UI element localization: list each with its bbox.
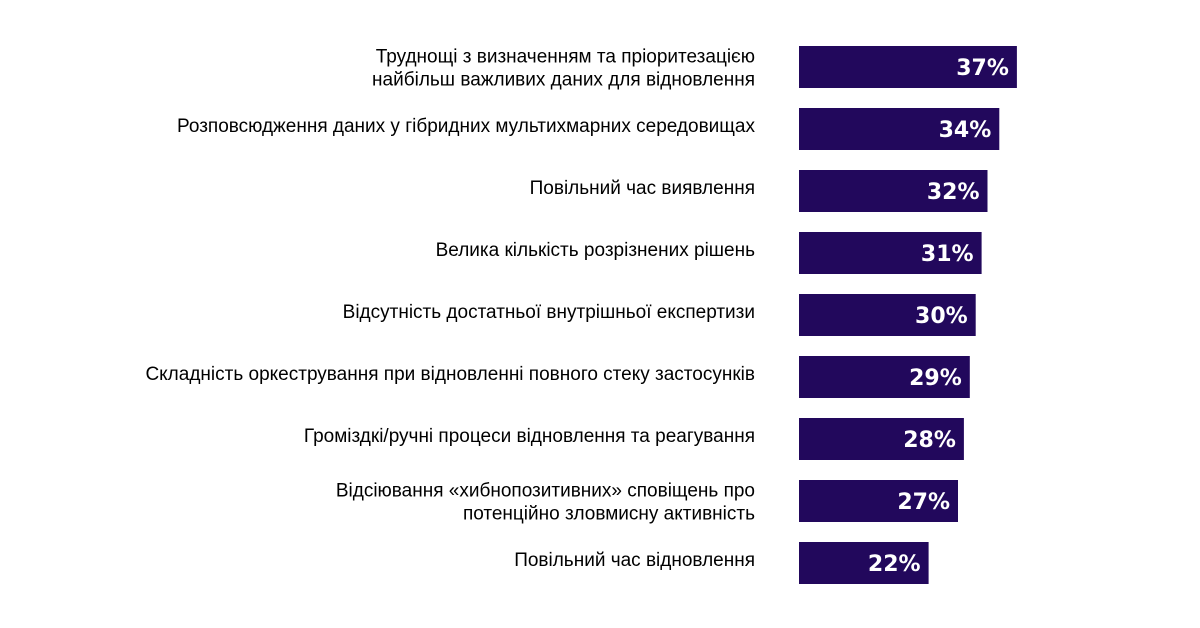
bar-value-label: 27% (897, 490, 950, 515)
category-label: Повільний час відновлення (514, 550, 755, 571)
bar-5 (799, 294, 976, 336)
bar-6 (799, 356, 970, 398)
bar-4 (799, 232, 982, 274)
bar-8 (799, 480, 958, 522)
bar-value-label: 37% (956, 56, 1009, 81)
category-label: Складність оркестрування при відновленні… (145, 364, 755, 385)
category-label: найбільш важливих даних для відновлення (372, 70, 755, 91)
bar-9 (799, 542, 929, 584)
category-label: Відсутність достатньої внутрішньої експе… (343, 302, 755, 323)
bar-3 (799, 170, 988, 212)
bar-1 (799, 46, 1017, 88)
bar-value-label: 30% (915, 304, 968, 329)
bar-7 (799, 418, 964, 460)
bar-value-label: 31% (921, 242, 974, 267)
category-label: Велика кількість розрізнених рішень (436, 240, 755, 261)
category-label: Відсіювання «хибнопозитивних» сповіщень … (336, 481, 755, 502)
bar-value-label: 32% (927, 180, 980, 205)
bar-value-label: 34% (939, 118, 992, 143)
category-label: Труднощі з визначенням та пріоритезацією (376, 47, 755, 68)
category-label: Розповсюдження даних у гібридних мультих… (177, 116, 755, 137)
bar-2 (799, 108, 1000, 150)
category-label: Громіздкі/ручні процеси відновлення та р… (304, 426, 755, 447)
bar-value-label: 28% (903, 428, 956, 453)
bar-value-label: 29% (909, 366, 962, 391)
category-label: потенційно зловмисну активність (463, 504, 755, 525)
bar-value-label: 22% (868, 552, 921, 577)
category-label: Повільний час виявлення (530, 178, 755, 199)
